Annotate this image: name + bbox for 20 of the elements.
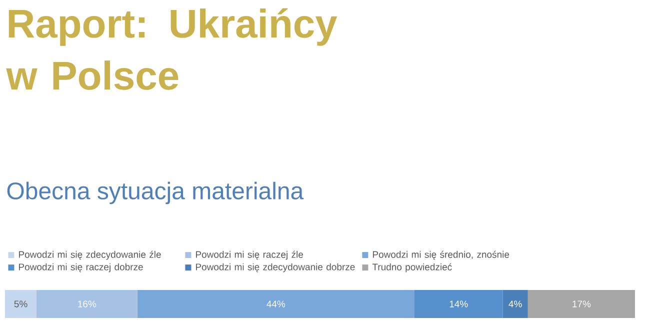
legend-label: Powodzi mi się raczej dobrze (18, 263, 143, 272)
data-label: 4% (508, 300, 522, 308)
bar (414, 290, 503, 318)
bar (5, 290, 37, 318)
legend-label: Powodzi mi się raczej źle (196, 250, 303, 260)
legend-label: Powodzi mi się średnio, znośnie (372, 250, 510, 260)
data-label: 17% (572, 300, 591, 308)
chart-title: Raport: Ukraińcy w Polsce (6, 8, 338, 90)
bar (528, 290, 635, 318)
bar (137, 290, 415, 318)
bar (36, 290, 138, 318)
legend-label: Powodzi mi się zdecydowanie źle (18, 250, 161, 260)
bar (502, 290, 528, 318)
data-label: 14% (450, 300, 468, 308)
legend-label: Powodzi mi się zdecydowanie dobrze (196, 263, 355, 272)
data-label: 44% (266, 300, 286, 308)
data-label: 5% (14, 300, 28, 308)
chart-subtitle: Obecna sytuacja materialna (7, 182, 304, 204)
data-label: 16% (78, 300, 96, 308)
legend-label: Trudno powiedzieć (372, 263, 452, 272)
